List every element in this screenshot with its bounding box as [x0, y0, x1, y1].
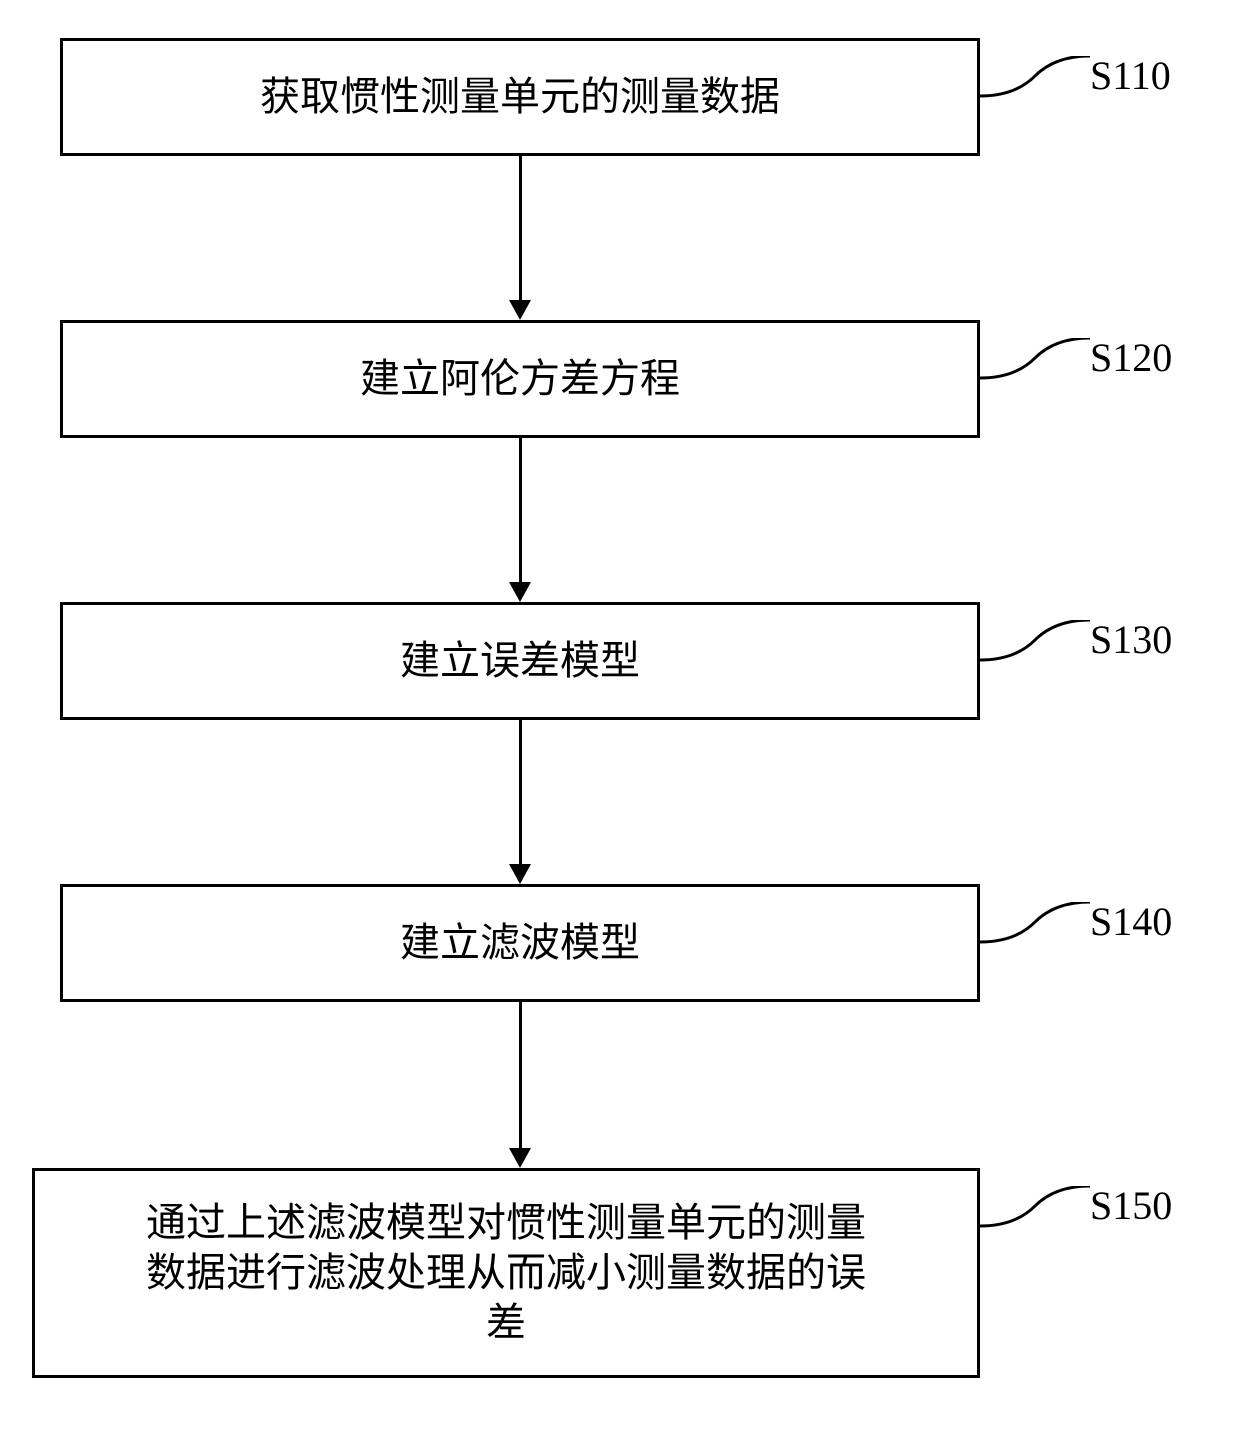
edge-line: [519, 720, 522, 864]
lead-line: [980, 1186, 1090, 1236]
step-label: S120: [1090, 334, 1172, 381]
step-label: S150: [1090, 1182, 1172, 1229]
edge-arrowhead: [509, 1148, 531, 1168]
lead-line: [980, 620, 1090, 670]
step-label: S140: [1090, 898, 1172, 945]
flowchart-canvas: 获取惯性测量单元的测量数据 建立阿伦方差方程 建立误差模型 建立滤波模型 通过上…: [0, 0, 1240, 1452]
flow-node-text: 建立误差模型: [400, 636, 640, 686]
flow-node: 建立滤波模型: [60, 884, 980, 1002]
flow-node-text: 获取惯性测量单元的测量数据: [260, 72, 780, 122]
edge-line: [519, 1002, 522, 1148]
edge-arrowhead: [509, 864, 531, 884]
lead-line: [980, 902, 1090, 952]
flow-node: 获取惯性测量单元的测量数据: [60, 38, 980, 156]
step-label: S110: [1090, 52, 1171, 99]
edge-arrowhead: [509, 300, 531, 320]
lead-line: [980, 338, 1090, 388]
flow-node-text: 通过上述滤波模型对惯性测量单元的测量 数据进行滤波处理从而减小测量数据的误 差: [146, 1198, 866, 1348]
edge-line: [519, 156, 522, 300]
step-label: S130: [1090, 616, 1172, 663]
flow-node-text: 建立滤波模型: [400, 918, 640, 968]
flow-node: 通过上述滤波模型对惯性测量单元的测量 数据进行滤波处理从而减小测量数据的误 差: [32, 1168, 980, 1378]
flow-node: 建立阿伦方差方程: [60, 320, 980, 438]
flow-node-text: 建立阿伦方差方程: [360, 354, 680, 404]
lead-line: [980, 56, 1090, 106]
edge-arrowhead: [509, 582, 531, 602]
edge-line: [519, 438, 522, 582]
flow-node: 建立误差模型: [60, 602, 980, 720]
